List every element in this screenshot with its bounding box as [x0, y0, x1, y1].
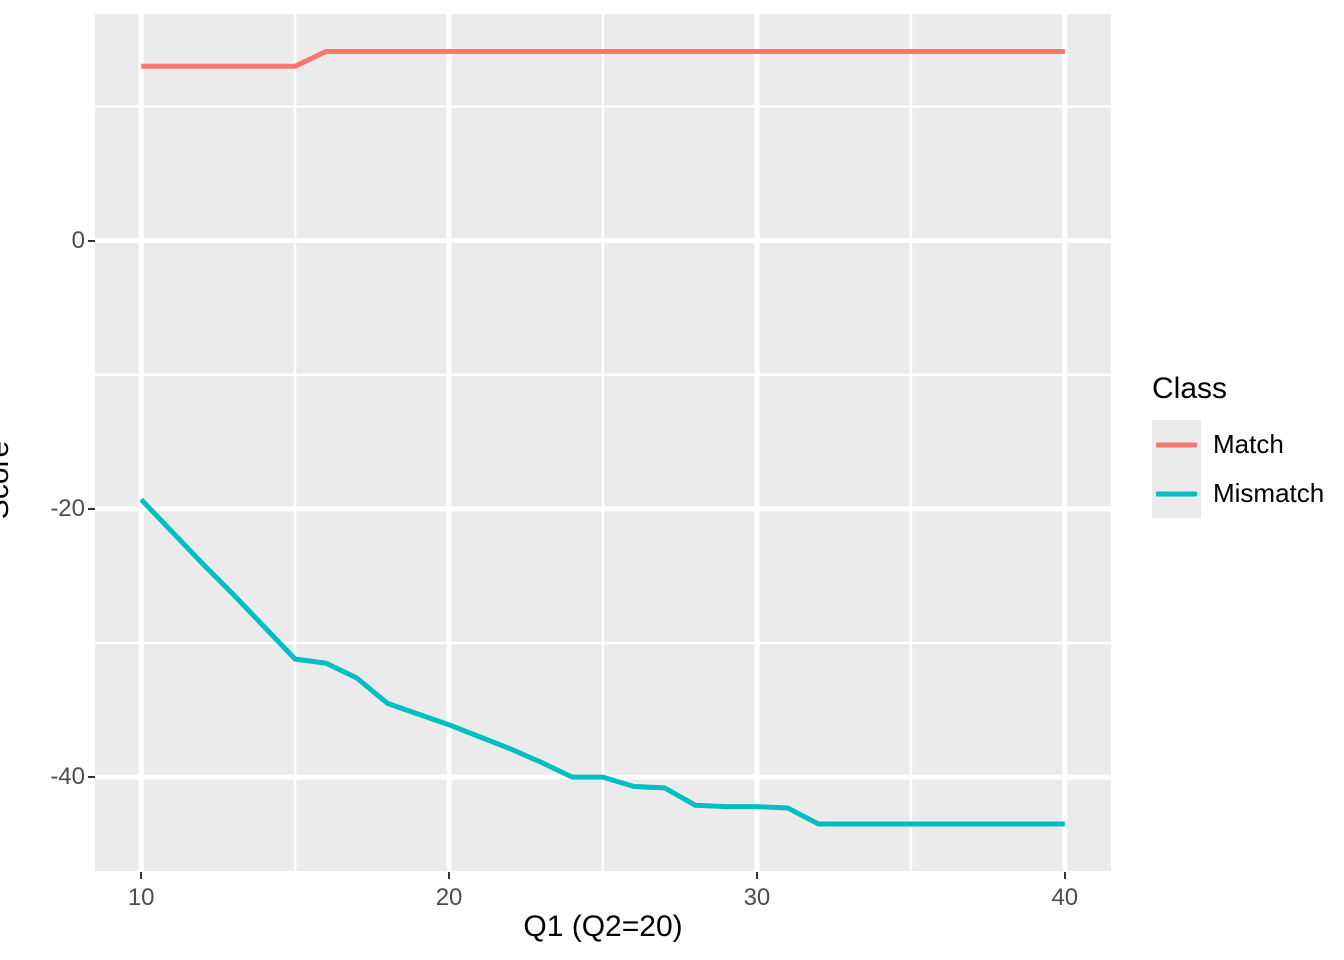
x-tick-mark	[140, 872, 143, 879]
legend-item-match[interactable]: Match	[1152, 420, 1332, 469]
y-axis-title: Score	[0, 0, 34, 960]
y-tick-mark	[88, 507, 95, 510]
x-tick-label: 10	[127, 884, 155, 911]
x-axis-title-label: Q1 (Q2=20)	[523, 910, 683, 943]
series-line-mismatch	[139, 497, 1065, 827]
y-tick-label: 0	[71, 226, 85, 254]
legend-item-mismatch[interactable]: Mismatch	[1152, 469, 1332, 518]
legend-key-line-icon	[1156, 442, 1197, 447]
chart-panel	[95, 14, 1111, 871]
legend-item-label: Match	[1213, 429, 1284, 459]
x-tick-label: 20	[435, 884, 463, 911]
legend-key-line-icon	[1156, 491, 1197, 496]
chart-legend: Class Match Mismatch	[1152, 372, 1332, 518]
y-tick-mark	[88, 239, 95, 242]
y-axis-title-label: Score	[0, 440, 15, 520]
x-tick-mark	[755, 872, 758, 879]
legend-title: Class	[1152, 372, 1228, 405]
x-tick-mark	[1063, 872, 1066, 879]
x-axis-title: Q1 (Q2=20)	[95, 910, 1111, 944]
chart-canvas	[95, 14, 1111, 871]
legend-items: Match Mismatch	[1152, 420, 1332, 518]
x-tick-mark	[448, 872, 451, 879]
legend-key-swatch	[1152, 420, 1201, 469]
legend-item-label: Mismatch	[1213, 478, 1325, 508]
y-tick-label: -20	[50, 494, 85, 522]
x-tick-label: 30	[743, 884, 771, 911]
series-line-match	[141, 49, 1065, 69]
x-tick-label: 40	[1051, 884, 1079, 911]
legend-key-swatch	[1152, 469, 1201, 518]
y-tick-label: -40	[50, 763, 85, 791]
y-tick-mark	[88, 776, 95, 779]
